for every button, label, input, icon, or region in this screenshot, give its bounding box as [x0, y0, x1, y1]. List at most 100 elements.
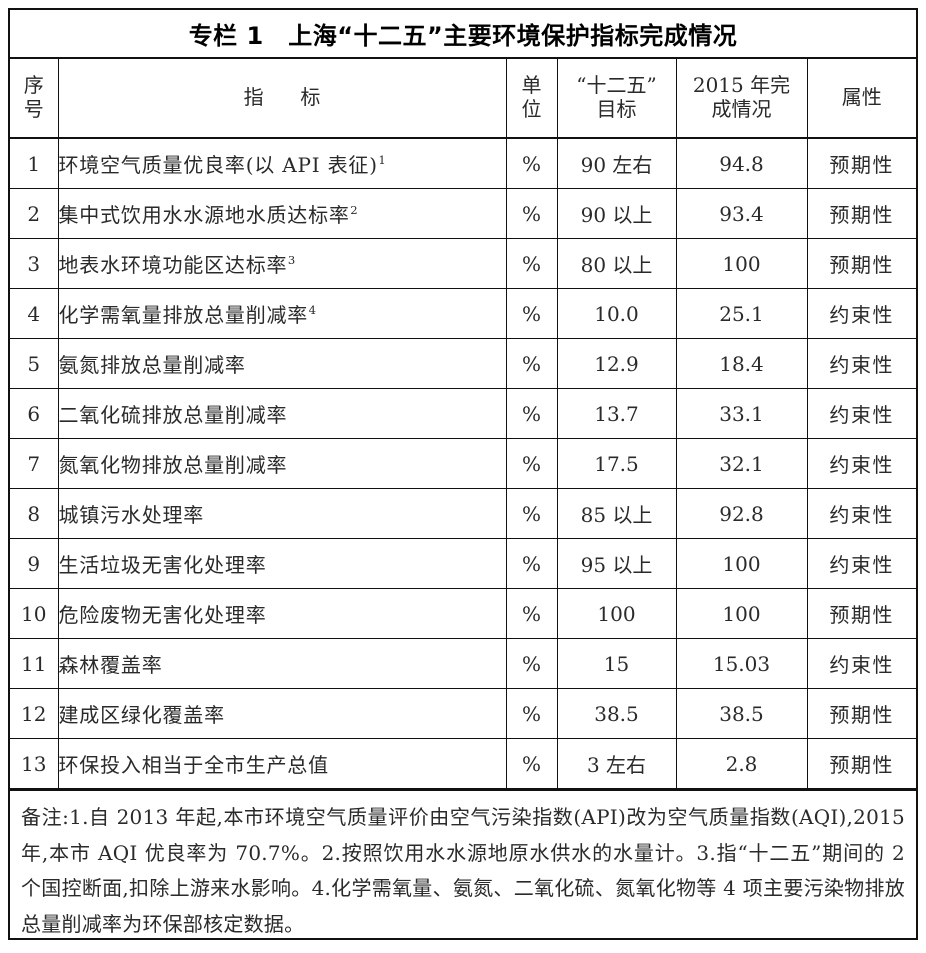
- cell-indicator: 危险废物无害化处理率: [57, 588, 507, 639]
- cell-seq: 1: [10, 137, 59, 189]
- cell-unit: %: [505, 188, 558, 239]
- cell-indicator: 二氧化硫排放总量削减率: [57, 388, 507, 439]
- cell-target: 13.7: [556, 388, 677, 439]
- cell-unit: %: [505, 388, 558, 439]
- table-frame: 专栏 1 上海“十二五”主要环境保护指标完成情况 序 号 指 标 单 位 “十二…: [8, 8, 918, 940]
- cell-indicator: 氨氮排放总量削减率: [57, 338, 507, 389]
- column-header-actual: 2015 年完 成情况: [675, 59, 808, 139]
- cell-actual: 93.4: [675, 188, 808, 239]
- footnote-marker: 1: [378, 153, 387, 168]
- cell-actual: 25.1: [675, 288, 808, 339]
- table-row: 6 二氧化硫排放总量削减率% 13.7 33.1 约束性: [10, 388, 916, 439]
- cell-unit: %: [505, 238, 558, 289]
- cell-actual: 32.1: [675, 438, 808, 489]
- column-header-indicator: 指 标: [57, 59, 507, 139]
- table-row: 13 环保投入相当于全市生产总值% 3 左右 2.8 预期性: [10, 738, 916, 789]
- cell-indicator: 氮氧化物排放总量削减率: [57, 438, 507, 489]
- cell-seq: 5: [10, 338, 59, 389]
- table-row: 11 森林覆盖率% 15 15.03 约束性: [10, 638, 916, 689]
- cell-attribute: 约束性: [806, 638, 916, 689]
- table-row: 7 氮氧化物排放总量削减率% 17.5 32.1 约束性: [10, 438, 916, 489]
- cell-attribute: 约束性: [806, 438, 916, 489]
- cell-indicator: 集中式饮用水水源地水质达标率2: [57, 188, 507, 239]
- cell-attribute: 约束性: [806, 338, 916, 389]
- cell-actual: 2.8: [675, 738, 808, 789]
- table-row: 3 地表水环境功能区达标率3% 80 以上 100 预期性: [10, 238, 916, 289]
- table-row: 12 建成区绿化覆盖率% 38.5 38.5 预期性: [10, 688, 916, 739]
- cell-attribute: 预期性: [806, 688, 916, 739]
- cell-target: 90 以上: [556, 188, 677, 239]
- column-header-seq: 序 号: [10, 59, 59, 139]
- cell-attribute: 约束性: [806, 288, 916, 339]
- cell-seq: 12: [10, 688, 59, 739]
- cell-attribute: 约束性: [806, 388, 916, 439]
- cell-attribute: 约束性: [806, 488, 916, 539]
- cell-seq: 2: [10, 188, 59, 239]
- cell-seq: 11: [10, 638, 59, 689]
- cell-seq: 4: [10, 288, 59, 339]
- cell-seq: 3: [10, 238, 59, 289]
- cell-actual: 100: [675, 238, 808, 289]
- table-row: 8 城镇污水处理率% 85 以上 92.8 约束性: [10, 488, 916, 539]
- column-header-attribute: 属性: [806, 59, 916, 139]
- cell-target: 100: [556, 588, 677, 639]
- cell-unit: %: [505, 638, 558, 689]
- cell-indicator: 建成区绿化覆盖率: [57, 688, 507, 739]
- cell-indicator: 生活垃圾无害化处理率: [57, 538, 507, 589]
- table-row: 2 集中式饮用水水源地水质达标率2% 90 以上 93.4 预期性: [10, 188, 916, 239]
- cell-unit: %: [505, 338, 558, 389]
- cell-target: 90 左右: [556, 137, 677, 189]
- cell-seq: 6: [10, 388, 59, 439]
- cell-unit: %: [505, 738, 558, 789]
- cell-indicator: 化学需氧量排放总量削减率4: [57, 288, 507, 339]
- indicators-table: 序 号 指 标 单 位 “十二五” 目标 2015 年完 成情况 属性 1 环境空…: [10, 59, 916, 789]
- table-body: 1 环境空气质量优良率(以 API 表征)1% 90 左右 94.8 预期性 2 集中式饮用…: [10, 137, 916, 789]
- cell-actual: 92.8: [675, 488, 808, 539]
- cell-target: 15: [556, 638, 677, 689]
- cell-indicator: 地表水环境功能区达标率3: [57, 238, 507, 289]
- cell-seq: 10: [10, 588, 59, 639]
- cell-actual: 100: [675, 538, 808, 589]
- table-row: 9 生活垃圾无害化处理率% 95 以上 100 约束性: [10, 538, 916, 589]
- cell-unit: %: [505, 488, 558, 539]
- cell-seq: 8: [10, 488, 59, 539]
- table-header-row: 序 号 指 标 单 位 “十二五” 目标 2015 年完 成情况 属性: [10, 59, 916, 139]
- cell-target: 3 左右: [556, 738, 677, 789]
- cell-unit: %: [505, 538, 558, 589]
- cell-attribute: 预期性: [806, 137, 916, 189]
- cell-target: 95 以上: [556, 538, 677, 589]
- cell-target: 17.5: [556, 438, 677, 489]
- cell-actual: 18.4: [675, 338, 808, 389]
- cell-target: 38.5: [556, 688, 677, 739]
- table-row: 10 危险废物无害化处理率% 100 100 预期性: [10, 588, 916, 639]
- cell-indicator: 环保投入相当于全市生产总值: [57, 738, 507, 789]
- cell-unit: %: [505, 588, 558, 639]
- cell-attribute: 约束性: [806, 538, 916, 589]
- cell-target: 12.9: [556, 338, 677, 389]
- cell-actual: 15.03: [675, 638, 808, 689]
- cell-target: 80 以上: [556, 238, 677, 289]
- column-header-target: “十二五” 目标: [556, 59, 677, 139]
- cell-target: 85 以上: [556, 488, 677, 539]
- cell-seq: 7: [10, 438, 59, 489]
- column-header-unit: 单 位: [505, 59, 558, 139]
- cell-unit: %: [505, 438, 558, 489]
- table-row: 5 氨氮排放总量削减率% 12.9 18.4 约束性: [10, 338, 916, 389]
- footnote-marker: 2: [350, 203, 359, 218]
- cell-indicator: 森林覆盖率: [57, 638, 507, 689]
- cell-seq: 13: [10, 738, 59, 789]
- cell-target: 10.0: [556, 288, 677, 339]
- cell-attribute: 预期性: [806, 188, 916, 239]
- cell-indicator: 环境空气质量优良率(以 API 表征)1: [57, 137, 507, 189]
- cell-attribute: 预期性: [806, 588, 916, 639]
- cell-unit: %: [505, 288, 558, 339]
- cell-actual: 100: [675, 588, 808, 639]
- cell-attribute: 预期性: [806, 738, 916, 789]
- table-row: 1 环境空气质量优良率(以 API 表征)1% 90 左右 94.8 预期性: [10, 137, 916, 189]
- table-row: 4 化学需氧量排放总量削减率4% 10.0 25.1 约束性: [10, 288, 916, 339]
- cell-actual: 94.8: [675, 137, 808, 189]
- table-title-band: 专栏 1 上海“十二五”主要环境保护指标完成情况: [10, 10, 916, 59]
- footnote-marker: 3: [287, 253, 296, 268]
- table-footnote: 备注:1.自 2013 年起,本市环境空气质量评价由空气污染指数(API)改为空…: [10, 789, 916, 948]
